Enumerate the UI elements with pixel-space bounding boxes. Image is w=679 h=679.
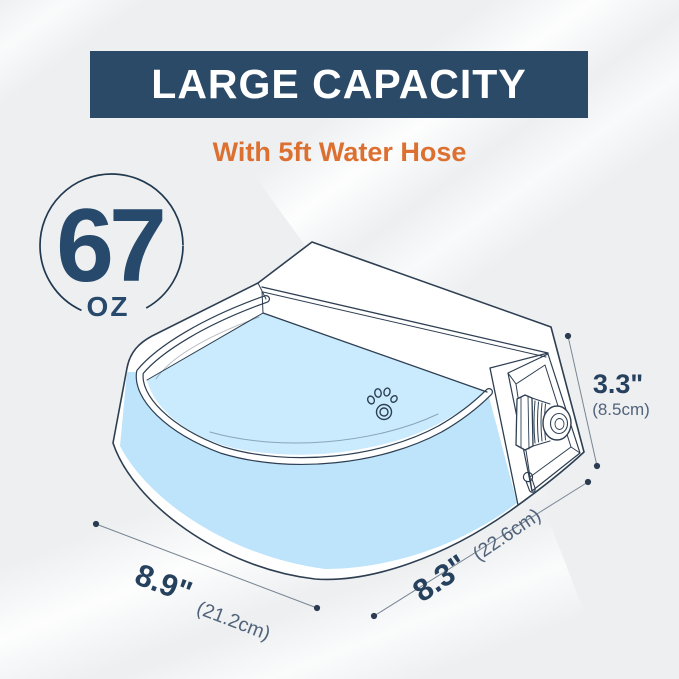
subtitle: With 5ft Water Hose <box>212 137 467 167</box>
connector-nut <box>515 394 534 451</box>
svg-text:8.9": 8.9" <box>131 557 197 610</box>
dimension-label-height: 3.3" (8.5cm) <box>592 369 650 419</box>
dimension-label-width: 8.9" (21.2cm) <box>131 557 274 645</box>
svg-text:3.3": 3.3" <box>593 369 643 399</box>
capacity-badge: 67 OZ <box>39 173 184 322</box>
badge-value: 67 <box>56 188 163 304</box>
title-banner: LARGE CAPACITY <box>90 51 588 118</box>
page-title: LARGE CAPACITY <box>151 61 527 107</box>
badge-unit: OZ <box>87 291 130 322</box>
left-waterline <box>146 312 264 381</box>
svg-text:(21.2cm): (21.2cm) <box>194 597 274 645</box>
svg-text:(8.5cm): (8.5cm) <box>592 400 650 419</box>
badge-circle <box>39 173 184 318</box>
